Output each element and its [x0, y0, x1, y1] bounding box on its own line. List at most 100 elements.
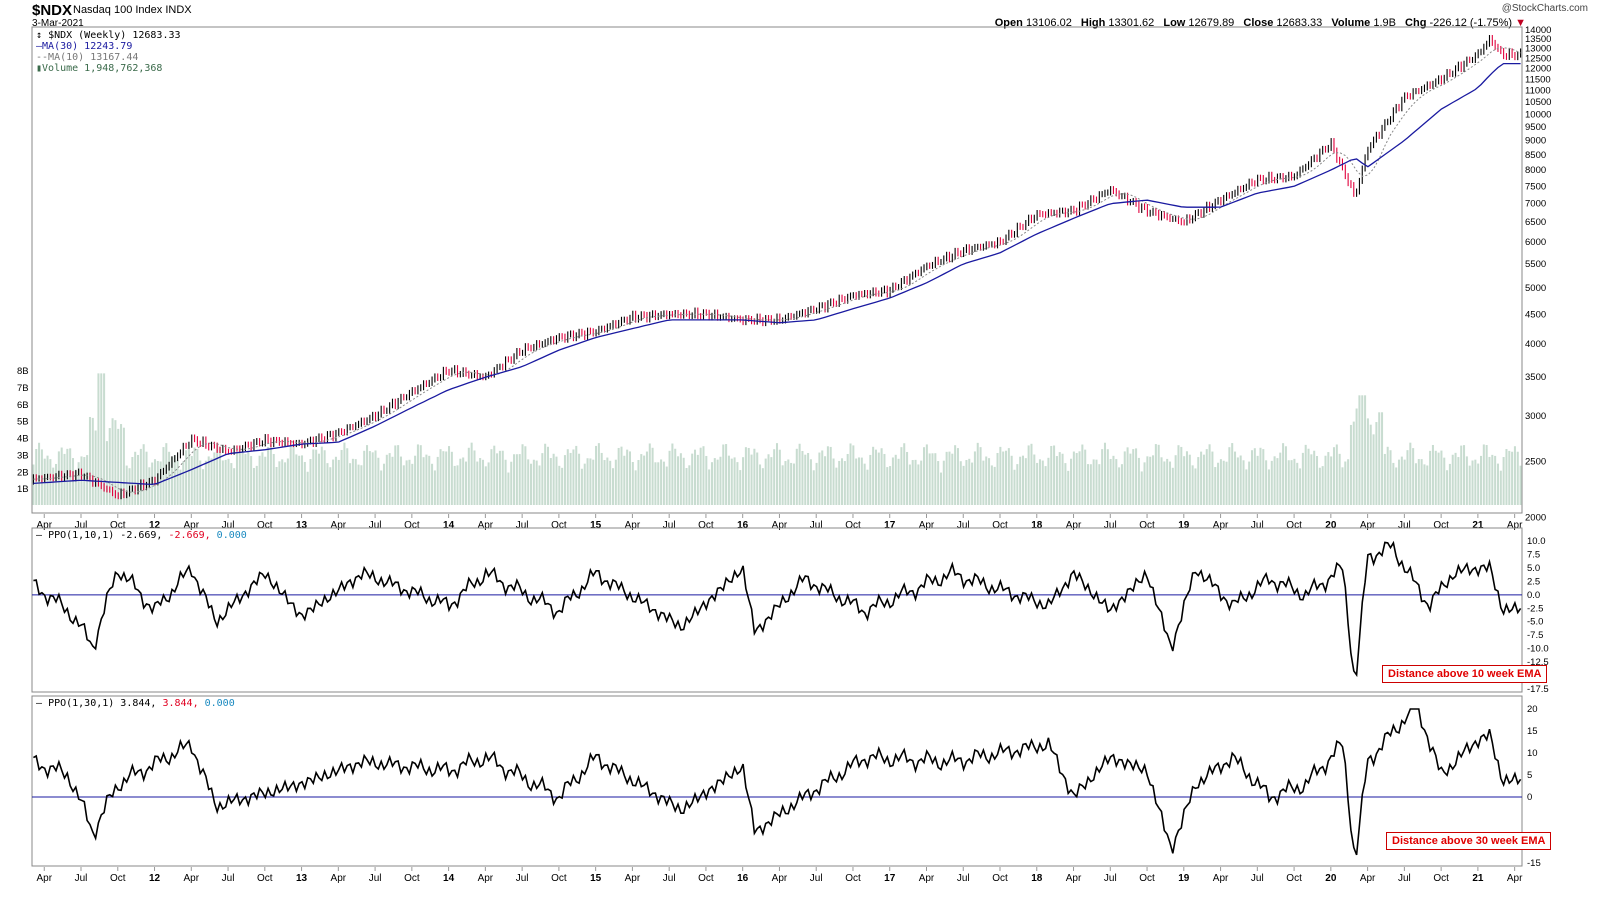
volume-bar — [213, 452, 216, 505]
volume-bar — [1389, 450, 1392, 505]
volume-bar — [637, 460, 640, 505]
volume-bar — [1426, 465, 1429, 505]
volume-bar — [722, 444, 725, 505]
volume-bar — [631, 462, 634, 505]
volume-bar — [1208, 444, 1211, 505]
volume-bar — [973, 451, 976, 505]
volume-bar — [589, 458, 592, 505]
volume-bar — [71, 458, 75, 505]
volume-bar — [332, 459, 335, 505]
volume-bar — [1316, 455, 1319, 505]
volume-bar — [645, 451, 648, 505]
volume-bar — [877, 452, 880, 505]
volume-bar — [1214, 467, 1217, 505]
ppo2-x-label: Jul — [369, 873, 382, 884]
volume-bar — [838, 460, 841, 505]
volume-bar — [173, 455, 176, 505]
ppo2-x-label: Jul — [1398, 873, 1411, 884]
volume-bar — [518, 454, 521, 505]
price-tick-label: 3500 — [1525, 372, 1546, 383]
volume-bar — [402, 465, 405, 505]
volume-bar — [1222, 460, 1225, 505]
volume-bar — [1089, 464, 1092, 505]
price-x-label: Oct — [110, 520, 126, 531]
price-tick-label: 6500 — [1525, 217, 1546, 228]
volume-bar — [572, 449, 575, 505]
volume-bar — [829, 446, 832, 505]
volume-bar — [459, 458, 462, 505]
volume-bar — [1366, 418, 1369, 505]
volume-bar — [857, 457, 861, 505]
volume-bar — [1010, 455, 1013, 505]
price-x-label: Apr — [1507, 520, 1523, 531]
volume-bar — [46, 455, 49, 505]
volume-bar — [815, 462, 818, 505]
volume-bar — [897, 458, 900, 505]
volume-bar — [959, 461, 962, 505]
volume-bar — [1013, 469, 1016, 505]
volume-bar — [883, 453, 886, 505]
volume-bar — [1347, 459, 1350, 505]
volume-bar — [224, 459, 227, 505]
volume-bar — [1465, 456, 1468, 505]
volume-bar — [934, 453, 937, 505]
volume-bar — [1188, 454, 1191, 505]
ppo1-tick-label: 2.5 — [1527, 576, 1540, 587]
volume-bar — [487, 462, 490, 505]
volume-tick-label: 4B — [17, 434, 29, 445]
volume-bar — [600, 452, 603, 505]
volume-bar — [1109, 458, 1112, 505]
volume-bar — [561, 467, 564, 505]
volume-bar — [1310, 454, 1313, 505]
volume-bar — [238, 444, 241, 505]
price-tick-label: 3000 — [1525, 411, 1546, 422]
volume-bar — [1033, 454, 1036, 505]
volume-bar — [1242, 460, 1245, 505]
volume-bar — [272, 453, 275, 505]
volume-bar — [1123, 451, 1126, 505]
volume-bar — [1423, 464, 1426, 505]
price-x-label: Jul — [222, 520, 235, 531]
volume-bar — [117, 428, 120, 505]
volume-bar — [824, 456, 827, 505]
volume-bar — [300, 455, 304, 505]
ppo2-x-label: Apr — [1213, 873, 1229, 884]
volume-bar — [103, 373, 106, 505]
price-tick-label: 11000 — [1525, 85, 1551, 96]
volume-bar — [1106, 449, 1109, 505]
volume-bar — [535, 460, 538, 505]
price-x-label: Oct — [551, 520, 567, 531]
volume-bar — [145, 451, 148, 505]
volume-bar — [569, 452, 572, 505]
ppo2-legend-text: PPO(1,30,1) 3.844, — [48, 698, 157, 709]
ppo2-x-label: Jul — [810, 873, 823, 884]
chart-date: 3-Mar-2021 — [32, 18, 84, 29]
volume-bar — [527, 459, 530, 505]
ppo2-x-label: Jul — [663, 873, 676, 884]
ppo2-tick-label: -15 — [1527, 858, 1541, 869]
volume-bar — [278, 461, 281, 505]
volume-bar — [320, 446, 323, 505]
volume-bar — [1349, 424, 1352, 505]
volume-bar — [1477, 463, 1480, 505]
volume-bar — [1225, 461, 1228, 505]
volume-bar — [1058, 452, 1061, 505]
volume-bar — [1239, 455, 1242, 505]
price-tick-label: 10500 — [1525, 97, 1551, 108]
volume-bar — [1502, 457, 1505, 505]
volume-bar — [204, 460, 207, 505]
ppo2-frame — [31, 695, 1523, 867]
volume-bar — [1078, 451, 1081, 505]
ppo2-x-label: Oct — [551, 873, 567, 884]
price-x-label: Apr — [625, 520, 641, 531]
ppo1-legend-signal: 0.000 — [216, 530, 247, 541]
volume-bar — [578, 453, 581, 505]
volume-bar — [1409, 442, 1412, 505]
volume-bar — [55, 463, 58, 505]
volume-bar — [1403, 459, 1406, 505]
volume-bar — [1355, 408, 1358, 505]
ppo2-x-label: 21 — [1472, 873, 1484, 884]
volume-bar — [628, 451, 631, 505]
price-tick-label: 2000 — [1525, 512, 1546, 523]
volume-bar — [1400, 456, 1403, 505]
